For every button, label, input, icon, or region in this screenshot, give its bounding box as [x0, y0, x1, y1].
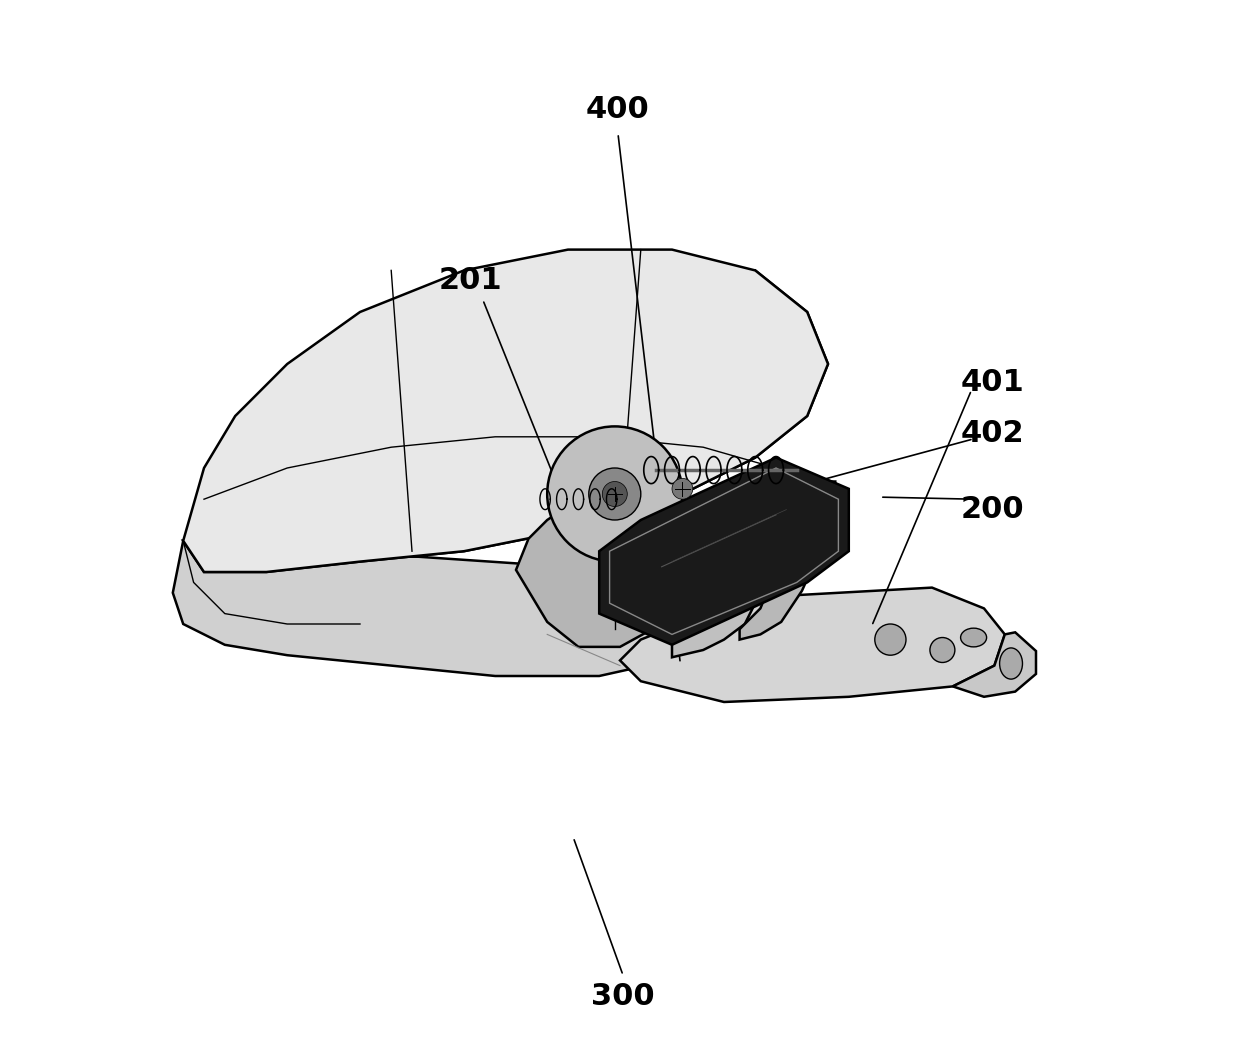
Ellipse shape — [999, 648, 1023, 679]
Text: 401: 401 — [961, 368, 1024, 397]
Ellipse shape — [961, 628, 987, 647]
Text: 200: 200 — [961, 495, 1024, 524]
Circle shape — [589, 468, 641, 520]
Polygon shape — [599, 458, 849, 645]
Polygon shape — [172, 270, 828, 676]
Text: 402: 402 — [961, 419, 1024, 448]
Text: 300: 300 — [591, 982, 655, 1011]
Circle shape — [874, 624, 906, 655]
Polygon shape — [952, 632, 1035, 697]
Circle shape — [547, 426, 682, 562]
Polygon shape — [672, 478, 807, 657]
Circle shape — [603, 482, 627, 506]
Circle shape — [672, 478, 693, 499]
Polygon shape — [620, 588, 1004, 702]
Text: 400: 400 — [587, 95, 650, 124]
Polygon shape — [739, 482, 836, 640]
Text: 201: 201 — [439, 266, 502, 295]
Polygon shape — [184, 250, 828, 572]
Polygon shape — [516, 478, 662, 647]
Circle shape — [930, 638, 955, 662]
